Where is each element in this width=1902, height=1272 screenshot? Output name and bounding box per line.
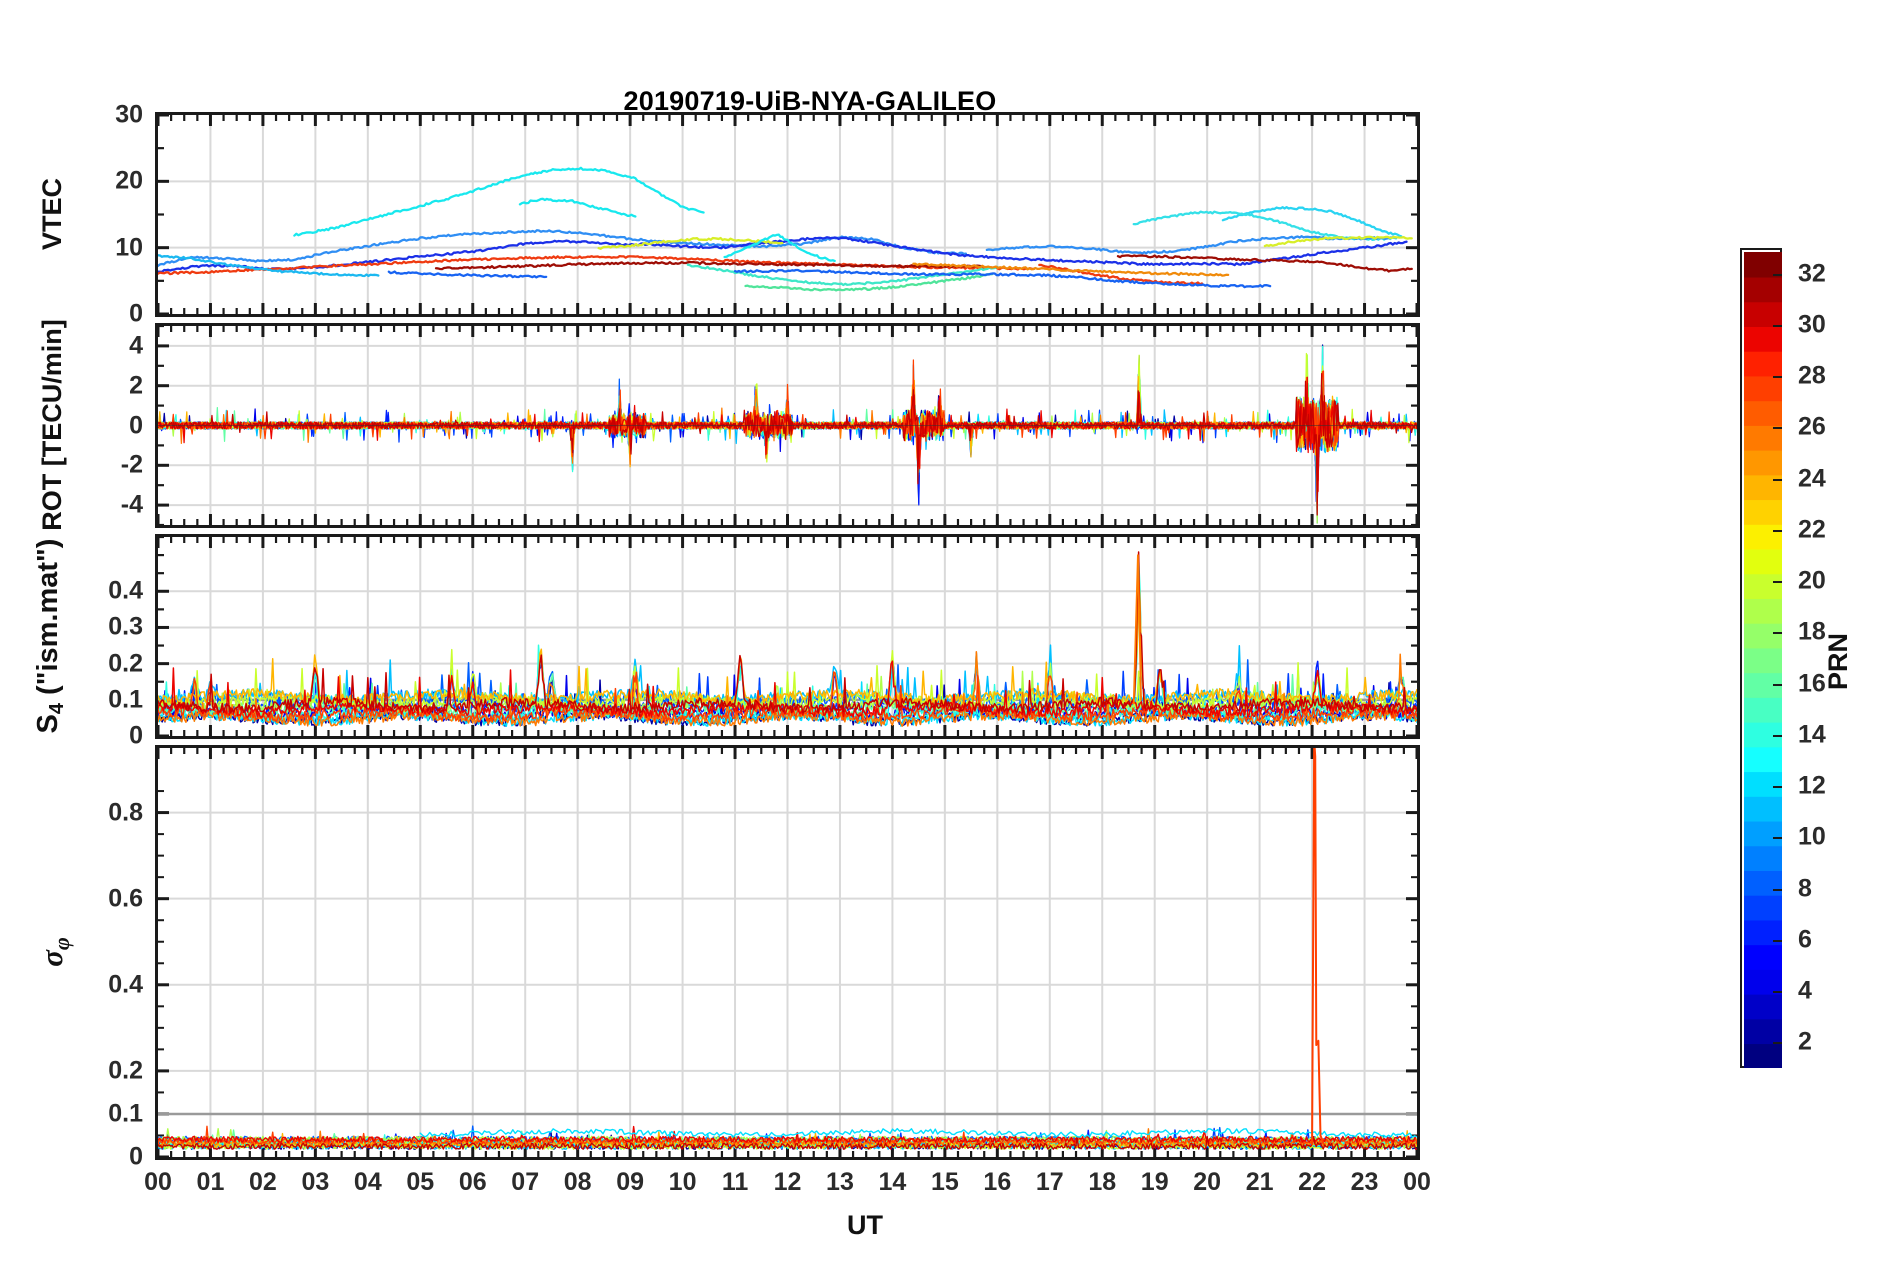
y-tick-panel-sig: 0.1 [108, 1099, 143, 1128]
x-tick-09-9: 09 [616, 1168, 645, 1196]
y-tick-panel-vtec: 10 [115, 233, 143, 262]
x-tick-17-17: 17 [1035, 1168, 1064, 1196]
colorbar-tick-10: 10 [1798, 822, 1826, 851]
y-tick-panel-sig: 0 [129, 1142, 143, 1171]
axis-label-vtec: VTEC [37, 178, 67, 251]
y-tick-panel-sig: 0.6 [108, 884, 143, 913]
x-tick-20-20: 20 [1193, 1168, 1222, 1196]
y-tick-panel-vtec: 20 [115, 166, 143, 195]
colorbar-tickmark [1773, 529, 1782, 532]
y-tick-panel-sig: 0.8 [108, 798, 143, 827]
colorbar-tick-6: 6 [1798, 925, 1812, 954]
colorbar-tick-30: 30 [1798, 310, 1826, 339]
x-tick-02-2: 02 [249, 1168, 277, 1196]
figure-title: 20190719-UiB-NYA-GALILEO [623, 86, 997, 116]
x-tick-04-4: 04 [353, 1168, 382, 1196]
y-tick-panel-vtec: 30 [115, 100, 143, 129]
x-tick-06-6: 06 [458, 1168, 487, 1196]
axis-label-s4: S4 ("ism.mat") [30, 486, 68, 786]
x-tick-18-18: 18 [1088, 1168, 1117, 1196]
sigma-subscript: φ [49, 937, 74, 951]
panel-vtec [155, 112, 1420, 317]
x-tick-23-23: 23 [1350, 1168, 1379, 1196]
x-tick-00-24: 00 [1403, 1168, 1431, 1196]
x-tick-12-12: 12 [773, 1168, 802, 1196]
x-tick-08-8: 08 [563, 1168, 592, 1196]
colorbar-title: PRN [1823, 632, 1853, 690]
panel-s4 [155, 534, 1420, 739]
x-tick-16-16: 16 [983, 1168, 1012, 1196]
colorbar-tickmark [1773, 939, 1782, 942]
axis-label-ut: UT [847, 1210, 883, 1240]
sigma-symbol: σ [34, 950, 69, 967]
colorbar-tickmark [1773, 427, 1782, 430]
colorbar-tick-12: 12 [1798, 771, 1826, 800]
colorbar-tickmark [1773, 632, 1782, 635]
y-tick-panel-s4: 0.4 [108, 576, 143, 605]
s4-unit: ("ism.mat") [32, 538, 64, 704]
panel-sigma-phi [155, 745, 1420, 1160]
x-tick-14-14: 14 [878, 1168, 907, 1196]
colorbar-tick-18: 18 [1798, 617, 1826, 646]
colorbar-tickmark [1773, 324, 1782, 327]
panel-rot [155, 323, 1420, 528]
y-tick-panel-rot: 0 [129, 411, 143, 439]
colorbar-tickmark [1773, 581, 1782, 584]
x-tick-11-11: 11 [721, 1168, 749, 1196]
x-tick-22-22: 22 [1298, 1168, 1326, 1196]
axis-label-sigma-phi: σφ [32, 892, 74, 1012]
y-tick-panel-vtec: 0 [129, 299, 143, 328]
y-tick-panel-s4: 0.1 [108, 685, 143, 714]
y-tick-panel-s4: 0.2 [108, 649, 143, 678]
colorbar-tick-22: 22 [1798, 515, 1826, 544]
y-tick-panel-s4: 0.3 [108, 612, 143, 641]
colorbar-tick-20: 20 [1798, 566, 1826, 595]
y-tick-panel-rot: -2 [120, 450, 143, 479]
y-tick-panel-sig: 0.2 [108, 1056, 143, 1085]
y-tick-panel-rot: -4 [120, 490, 143, 519]
x-tick-05-5: 05 [406, 1168, 435, 1196]
s4-symbol: S [32, 714, 64, 734]
y-tick-panel-s4: 0 [129, 721, 143, 750]
y-tick-panel-rot: 2 [129, 371, 143, 400]
colorbar-tickmark [1773, 837, 1782, 840]
colorbar-tick-24: 24 [1798, 464, 1826, 493]
colorbar-tickmark [1773, 786, 1782, 789]
colorbar-tick-4: 4 [1798, 976, 1812, 1005]
x-tick-21-21: 21 [1245, 1168, 1274, 1196]
colorbar-tickmark [1773, 376, 1782, 379]
colorbar-tick-16: 16 [1798, 669, 1826, 698]
x-tick-00-0: 00 [144, 1168, 172, 1196]
colorbar-tickmark [1773, 888, 1782, 891]
colorbar-tickmark [1773, 734, 1782, 737]
y-tick-panel-sig: 0.4 [108, 970, 143, 999]
colorbar-tickmark [1773, 273, 1782, 276]
colorbar-tickmark [1773, 1042, 1782, 1045]
colorbar-tick-14: 14 [1798, 720, 1826, 749]
colorbar-tick-8: 8 [1798, 874, 1812, 903]
x-tick-03-3: 03 [301, 1168, 330, 1196]
colorbar-tickmark [1773, 991, 1782, 994]
colorbar-prn [1740, 248, 1782, 1068]
x-tick-01-1: 01 [196, 1168, 225, 1196]
colorbar-tickmark [1773, 683, 1782, 686]
x-tick-15-15: 15 [930, 1168, 959, 1196]
x-tick-10-10: 10 [668, 1168, 697, 1196]
x-tick-19-19: 19 [1140, 1168, 1169, 1196]
colorbar-tick-28: 28 [1798, 361, 1826, 390]
colorbar-tick-32: 32 [1798, 259, 1826, 288]
colorbar-tick-2: 2 [1798, 1027, 1812, 1056]
colorbar-tickmark [1773, 478, 1782, 481]
colorbar-tick-26: 26 [1798, 412, 1826, 441]
x-tick-13-13: 13 [826, 1168, 854, 1196]
y-tick-panel-rot: 4 [129, 331, 143, 360]
s4-subscript: 4 [46, 703, 68, 715]
x-tick-07-7: 07 [511, 1168, 540, 1196]
